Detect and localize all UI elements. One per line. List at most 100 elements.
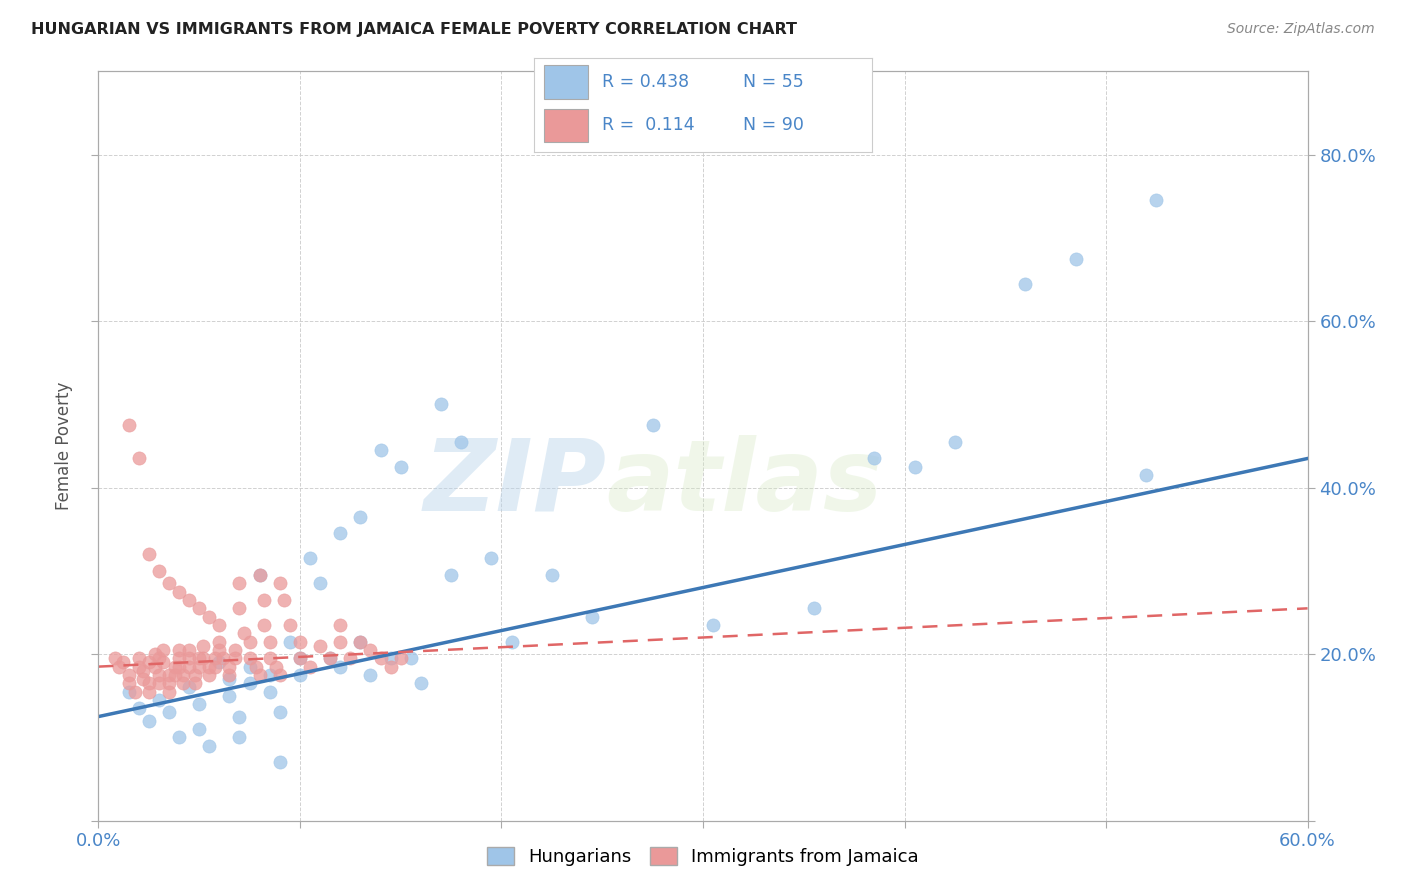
Point [1135,468,1157,483]
Point [309,639,332,653]
Point [157,676,180,690]
Point [118,684,141,698]
Point [218,659,240,673]
Point [1014,277,1036,291]
Point [167,659,190,673]
Point [157,706,180,720]
Point [138,684,160,698]
Point [143,647,166,661]
FancyBboxPatch shape [544,65,588,99]
Point [188,659,211,673]
Point [904,459,927,474]
Point [179,593,201,607]
Point [1064,252,1087,266]
Point [188,697,211,711]
Point [118,418,141,433]
Point [148,693,170,707]
Point [179,643,201,657]
Point [803,601,825,615]
Point [208,618,231,632]
Point [360,668,382,682]
Point [132,672,155,686]
Point [253,593,276,607]
Point [370,651,392,665]
Point [360,643,382,657]
Point [198,739,221,753]
Point [179,681,201,695]
Point [172,668,194,682]
Point [278,634,301,648]
Point [349,509,371,524]
Point [1146,194,1168,208]
Point [278,618,301,632]
Point [188,722,211,736]
Point [481,551,503,566]
Point [103,651,125,665]
Point [309,576,332,591]
Text: N = 90: N = 90 [744,117,804,135]
Point [232,626,254,640]
Point [184,676,207,690]
Point [118,676,141,690]
Point [299,659,322,673]
Point [288,668,311,682]
Point [269,756,291,770]
Point [188,651,211,665]
Point [184,668,207,682]
Point [253,618,276,632]
Point [212,651,235,665]
Point [157,576,180,591]
Point [193,639,215,653]
Point [409,676,432,690]
Point [228,576,250,591]
Point [259,684,281,698]
Point [228,601,250,615]
Point [132,664,155,678]
Point [167,731,190,745]
Point [239,651,262,665]
Point [319,651,342,665]
Point [641,418,664,433]
Point [380,659,402,673]
Point [138,676,160,690]
Point [249,668,271,682]
Point [288,651,311,665]
Point [224,651,246,665]
Text: R = 0.438: R = 0.438 [602,73,689,91]
Point [329,618,352,632]
Point [218,668,240,682]
Point [167,584,190,599]
Point [329,634,352,648]
Point [259,651,281,665]
Point [167,651,190,665]
Point [440,568,463,582]
Point [163,668,186,682]
Point [228,709,250,723]
Point [581,609,603,624]
Point [943,434,966,449]
Point [339,651,361,665]
Point [198,659,221,673]
Point [389,459,412,474]
Point [172,676,194,690]
Point [128,451,150,466]
Point [273,593,295,607]
Point [128,701,150,715]
Point [269,576,291,591]
Point [167,643,190,657]
Point [152,643,174,657]
Point [329,659,352,673]
Point [249,568,271,582]
Text: ZIP: ZIP [423,435,606,532]
Point [208,634,231,648]
Point [399,651,422,665]
Point [157,684,180,698]
Text: atlas: atlas [606,435,883,532]
Point [249,568,271,582]
Point [239,676,262,690]
Point [349,634,371,648]
Text: Source: ZipAtlas.com: Source: ZipAtlas.com [1227,22,1375,37]
Point [138,547,160,561]
Point [540,568,562,582]
Point [163,659,186,673]
